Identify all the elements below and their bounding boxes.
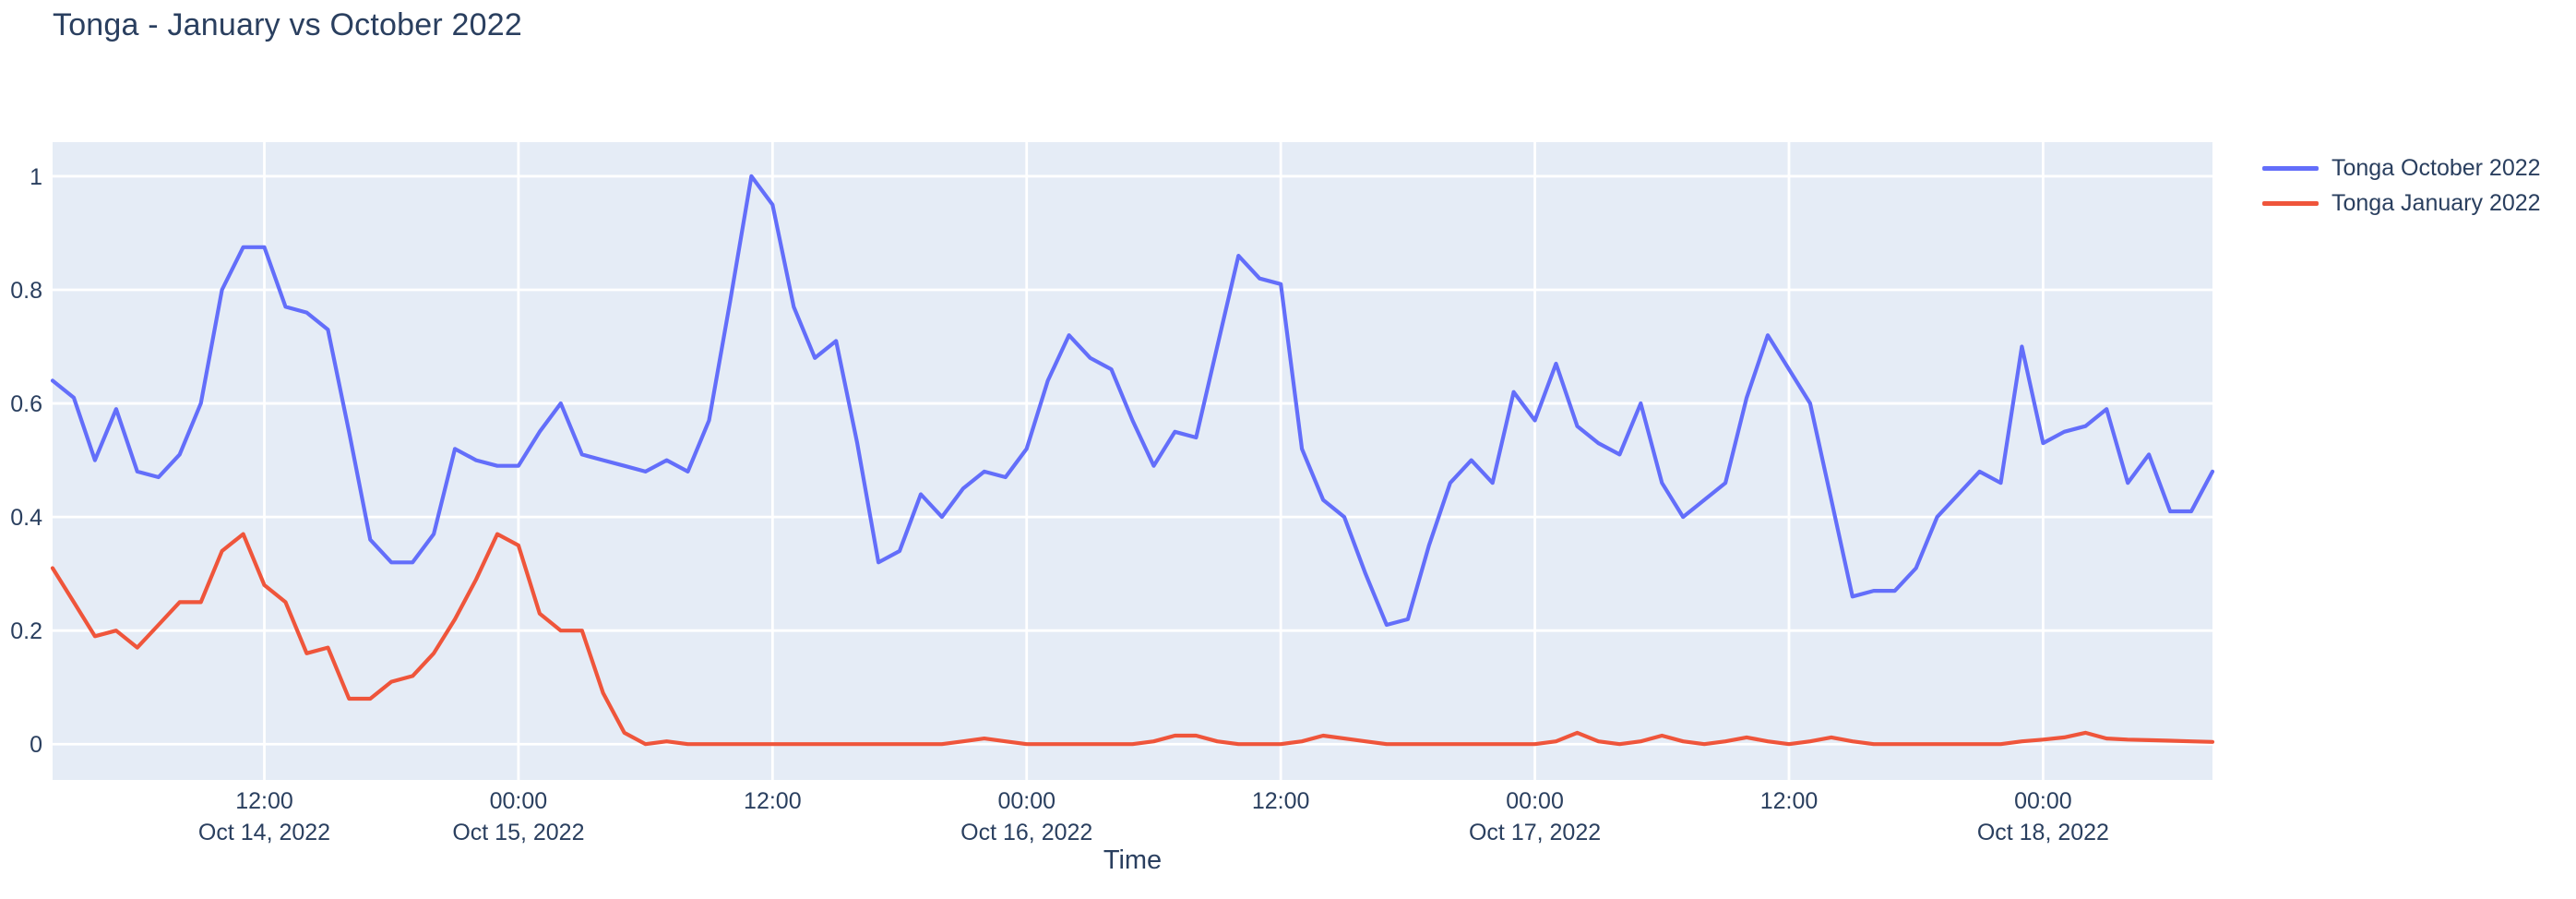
x-axis-tick-labels: 12:00 Oct 14, 2022 00:00 Oct 15, 2022 12:00 0… <box>198 788 2109 845</box>
svg-text:00:00: 00:00 <box>1506 788 1564 814</box>
legend-line-swatch-october <box>2262 165 2319 171</box>
svg-text:1: 1 <box>30 164 42 190</box>
svg-text:00:00: 00:00 <box>490 788 548 814</box>
svg-text:12:00: 12:00 <box>744 788 802 814</box>
svg-text:Oct 16, 2022: Oct 16, 2022 <box>960 820 1092 845</box>
chart-title: Tonga - January vs October 2022 <box>53 7 522 42</box>
svg-text:00:00: 00:00 <box>997 788 1055 814</box>
svg-text:12:00: 12:00 <box>1760 788 1819 814</box>
svg-text:Oct 14, 2022: Oct 14, 2022 <box>198 820 330 845</box>
svg-text:0.8: 0.8 <box>10 278 42 304</box>
svg-text:0: 0 <box>30 732 42 758</box>
plot-area[interactable] <box>53 142 2212 780</box>
legend-label: Tonga January 2022 <box>2332 189 2541 216</box>
svg-text:00:00: 00:00 <box>2014 788 2072 814</box>
svg-text:12:00: 12:00 <box>235 788 293 814</box>
svg-text:Oct 15, 2022: Oct 15, 2022 <box>452 820 584 845</box>
legend-line-swatch-january <box>2262 200 2319 206</box>
gridlines <box>53 142 2212 780</box>
legend-item-tonga-january-2022[interactable]: Tonga January 2022 <box>2262 186 2541 221</box>
x-axis-title: Time <box>1103 845 1163 875</box>
svg-text:0.4: 0.4 <box>10 505 42 531</box>
legend: Tonga October 2022 Tonga January 2022 <box>2262 150 2541 221</box>
legend-item-tonga-october-2022[interactable]: Tonga October 2022 <box>2262 150 2541 186</box>
svg-text:0.2: 0.2 <box>10 618 42 644</box>
svg-text:Oct 17, 2022: Oct 17, 2022 <box>1469 820 1601 845</box>
y-axis-tick-labels: 0 0.2 0.4 0.6 0.8 1 <box>10 164 42 758</box>
svg-text:12:00: 12:00 <box>1252 788 1310 814</box>
svg-text:Oct 18, 2022: Oct 18, 2022 <box>1977 820 2109 845</box>
svg-text:0.6: 0.6 <box>10 391 42 417</box>
legend-label: Tonga October 2022 <box>2332 154 2541 181</box>
series-lines <box>50 174 2215 747</box>
